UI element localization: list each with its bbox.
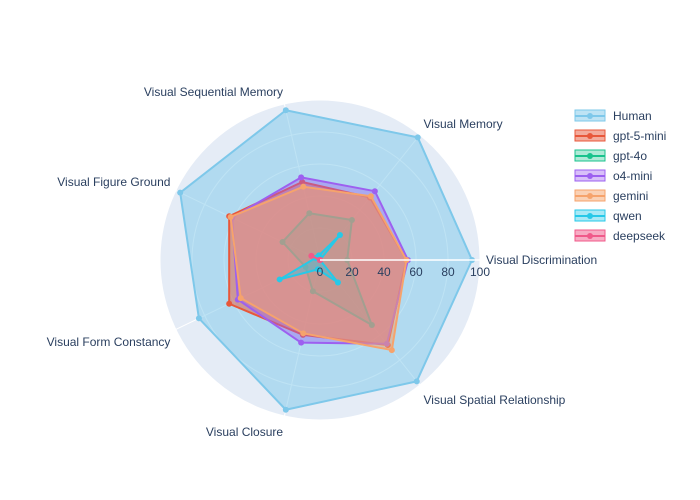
- data-point: [371, 188, 378, 195]
- legend-marker: [587, 193, 593, 199]
- legend[interactable]: Human gpt-5-mini gpt-4o o4-mini gemini qwen de…: [574, 109, 666, 243]
- data-point: [367, 193, 374, 200]
- legend-marker: [587, 153, 593, 159]
- radial-tick-label: 40: [377, 265, 391, 279]
- legend-label: gpt-4o: [613, 149, 647, 163]
- angular-axis-labels: Visual Discrimination Visual Memory Visual…: [47, 85, 598, 439]
- legend-label: gpt-5-mini: [613, 129, 666, 143]
- data-point: [413, 378, 420, 385]
- data-point: [314, 266, 321, 273]
- legend-item[interactable]: o4-mini: [574, 169, 652, 183]
- angular-axis-label: Visual Spatial Relationship: [423, 393, 565, 407]
- legend-marker: [587, 213, 593, 219]
- legend-label: Human: [613, 109, 652, 123]
- radial-tick-label: 100: [470, 265, 490, 279]
- series-area: [278, 233, 341, 284]
- data-point: [300, 330, 307, 337]
- data-point: [300, 183, 307, 190]
- legend-item[interactable]: deepseek: [574, 229, 666, 243]
- angular-axis-label: Visual Memory: [423, 117, 502, 131]
- data-point: [388, 347, 395, 354]
- data-point: [227, 213, 234, 220]
- radial-tick-label: 0: [317, 265, 324, 279]
- angular-axis-label: Visual Sequential Memory: [144, 85, 283, 99]
- data-point: [308, 252, 315, 259]
- radial-tick-label: 80: [441, 265, 455, 279]
- legend-item[interactable]: gpt-5-mini: [574, 129, 666, 143]
- legend-item[interactable]: qwen: [574, 209, 642, 223]
- data-point: [177, 189, 184, 196]
- data-point: [414, 134, 421, 141]
- data-point: [226, 300, 233, 307]
- angular-axis-label: Visual Form Constancy: [47, 335, 171, 349]
- radial-tick-label: 60: [409, 265, 423, 279]
- data-point: [298, 339, 305, 346]
- angular-axis-label: Visual Discrimination: [486, 253, 597, 267]
- radial-tick-labels: 0 20 40 60 80 100: [317, 259, 490, 279]
- legend-item[interactable]: gpt-4o: [574, 149, 647, 163]
- data-point: [237, 295, 244, 302]
- data-point: [195, 315, 202, 322]
- legend-item[interactable]: Human: [574, 109, 652, 123]
- legend-marker: [587, 113, 593, 119]
- legend-marker: [587, 133, 593, 139]
- legend-item[interactable]: gemini: [574, 189, 648, 203]
- data-point: [276, 276, 283, 283]
- legend-label: o4-mini: [613, 169, 652, 183]
- data-point: [336, 231, 343, 238]
- legend-marker: [587, 173, 593, 179]
- data-point: [298, 174, 305, 181]
- legend-label: qwen: [613, 209, 642, 223]
- radial-tick-label: 20: [345, 265, 359, 279]
- legend-marker: [587, 233, 593, 239]
- data-point: [282, 107, 289, 114]
- data-point: [299, 179, 306, 186]
- angular-axis-label: Visual Figure Ground: [57, 175, 170, 189]
- legend-label: gemini: [613, 189, 648, 203]
- legend-label: deepseek: [613, 229, 666, 243]
- angular-axis-label: Visual Closure: [206, 425, 283, 439]
- data-point: [282, 406, 289, 413]
- data-point: [334, 279, 341, 286]
